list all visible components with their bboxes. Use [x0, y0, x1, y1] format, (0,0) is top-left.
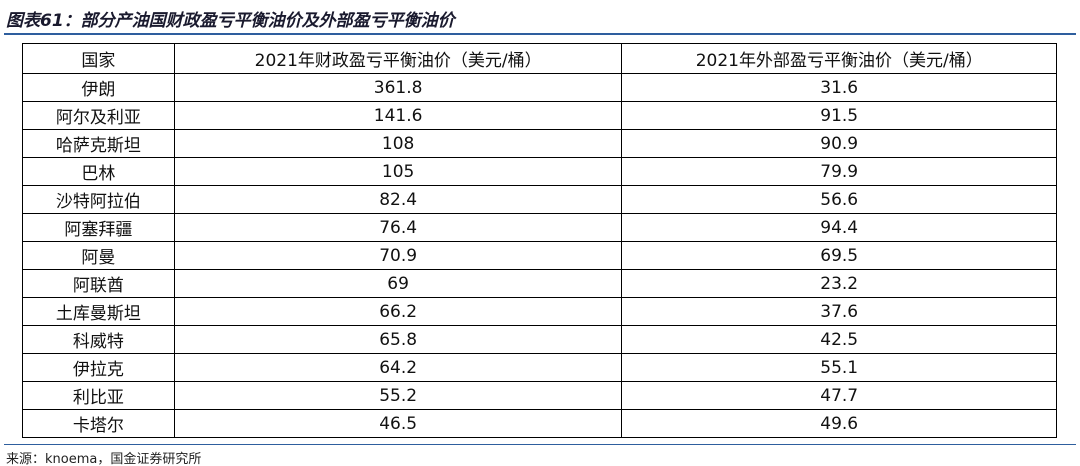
table-cell: 55.2 [173, 381, 623, 410]
table-cell: 46.5 [173, 409, 623, 438]
table-cell: 55.1 [621, 353, 1057, 382]
table-cell: 79.9 [621, 157, 1057, 186]
title: 图表61：部分产油国财政盈亏平衡油价及外部盈亏平衡油价 [6, 11, 455, 31]
table-cell: 阿联酋 [22, 269, 175, 298]
table-cell: 42.5 [621, 325, 1057, 354]
table-cell: 90.9 [621, 129, 1057, 158]
table-cell: 伊朗 [22, 73, 175, 102]
table-cell: 阿曼 [22, 241, 175, 270]
table-cell: 69 [173, 269, 623, 298]
table-cell: 卡塔尔 [22, 409, 175, 438]
table-row: 伊朗 361.8 31.6 [22, 73, 1057, 102]
table-cell: 23.2 [621, 269, 1057, 298]
table-row: 利比亚 55.2 47.7 [22, 381, 1057, 410]
table-cell: 哈萨克斯坦 [22, 129, 175, 158]
table-cell: 108 [173, 129, 623, 158]
table-cell: 利比亚 [22, 381, 175, 410]
column-header: 2021年财政盈亏平衡油价（美元/桶） [173, 43, 623, 74]
table-cell: 66.2 [173, 297, 623, 326]
table-cell: 91.5 [621, 101, 1057, 130]
title-rule [4, 33, 1076, 35]
table-cell: 361.8 [173, 73, 623, 102]
table-cell: 69.5 [621, 241, 1057, 270]
source: 来源：knoema，国金证券研究所 [6, 452, 202, 466]
table-cell: 31.6 [621, 73, 1057, 102]
table-cell: 141.6 [173, 101, 623, 130]
table-cell: 伊拉克 [22, 353, 175, 382]
table-cell: 56.6 [621, 185, 1057, 214]
table-cell: 82.4 [173, 185, 623, 214]
table-row: 阿塞拜疆 76.4 94.4 [22, 213, 1057, 242]
table-cell: 沙特阿拉伯 [22, 185, 175, 214]
source-rule [4, 444, 1076, 445]
table-cell: 阿尔及利亚 [22, 101, 175, 130]
table-body: 伊朗 361.8 31.6 阿尔及利亚 141.6 91.5 哈萨克斯坦 108 90.9 巴林 1… [22, 73, 1057, 438]
column-header: 2021年外部盈亏平衡油价（美元/桶） [621, 43, 1057, 74]
table-cell: 科威特 [22, 325, 175, 354]
table-cell: 94.4 [621, 213, 1057, 242]
table-row: 哈萨克斯坦 108 90.9 [22, 129, 1057, 158]
table-row: 阿曼 70.9 69.5 [22, 241, 1057, 270]
table-cell: 64.2 [173, 353, 623, 382]
table-cell: 105 [173, 157, 623, 186]
table-row: 巴林 105 79.9 [22, 157, 1057, 186]
table-cell: 70.9 [173, 241, 623, 270]
table-row: 伊拉克 64.2 55.1 [22, 353, 1057, 382]
table-cell: 47.7 [621, 381, 1057, 410]
table-row: 阿尔及利亚 141.6 91.5 [22, 101, 1057, 130]
table-row: 沙特阿拉伯 82.4 56.6 [22, 185, 1057, 214]
table: 国家 2021年财政盈亏平衡油价（美元/桶） 2021年外部盈亏平衡油价（美元/桶）… [22, 43, 1057, 438]
table-cell: 37.6 [621, 297, 1057, 326]
header-row: 国家 2021年财政盈亏平衡油价（美元/桶） 2021年外部盈亏平衡油价（美元/桶） [22, 43, 1057, 74]
column-header: 国家 [22, 43, 175, 74]
table-cell: 49.6 [621, 409, 1057, 438]
table-row: 土库曼斯坦 66.2 37.6 [22, 297, 1057, 326]
table-row: 科威特 65.8 42.5 [22, 325, 1057, 354]
table-row: 卡塔尔 46.5 49.6 [22, 409, 1057, 438]
table-cell: 土库曼斯坦 [22, 297, 175, 326]
table-cell: 巴林 [22, 157, 175, 186]
table-row: 阿联酋 69 23.2 [22, 269, 1057, 298]
table-cell: 76.4 [173, 213, 623, 242]
table-cell: 65.8 [173, 325, 623, 354]
table-cell: 阿塞拜疆 [22, 213, 175, 242]
